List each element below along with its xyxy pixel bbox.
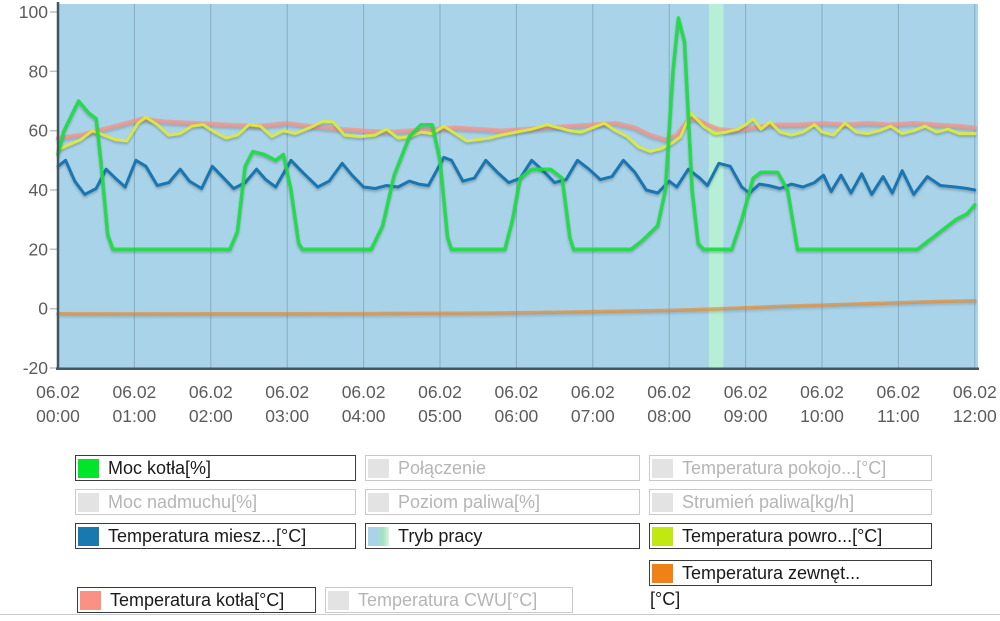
legend-label2-temperatura-zewnetrzna: [°C] — [650, 589, 681, 609]
legend-label-moc-nadmuchu: Moc nadmuchu[%] — [108, 492, 258, 512]
legend-label-poziom-paliwa: Poziom paliwa[%] — [398, 492, 541, 512]
x-tick-date: 06.02 — [265, 382, 309, 402]
series-temperatura-kotla — [55, 116, 978, 142]
legend-column: Moc kotła[%] Moc nadmuchu[%] Temperatura m… — [75, 455, 356, 621]
legend-label-temperatura-powrotu: Temperatura powro...[°C] — [682, 526, 883, 546]
x-tick-time: 06:00 — [495, 406, 539, 426]
legend-swatch-poziom-paliwa — [368, 492, 389, 512]
legend-item-temperatura-zewnetrzna[interactable]: Temperatura zewnęt... [°C] — [649, 560, 932, 609]
y-tick-label: 80 — [29, 61, 49, 81]
legend-swatch-strumien-paliwa — [652, 492, 673, 512]
x-tick-date: 06.02 — [189, 382, 233, 402]
x-tick-date: 06.02 — [953, 382, 997, 402]
legend-label-polaczenie: Połączenie — [398, 458, 487, 478]
x-tick-time: 03:00 — [265, 406, 309, 426]
legend-item-polaczenie[interactable]: Połączenie — [365, 455, 640, 481]
series-temperatura-zewnetrzna — [56, 298, 977, 316]
x-tick-time: 02:00 — [189, 406, 233, 426]
series-moc-kotla — [56, 16, 977, 252]
legend-label-temperatura-pokojowa: Temperatura pokojo...[°C] — [682, 458, 887, 478]
legend-label-temperatura-kotla: Temperatura kotła[°C] — [110, 590, 285, 610]
y-tick-label: 20 — [29, 239, 49, 259]
x-tick-date: 06.02 — [36, 382, 80, 402]
legend-item-strumien-paliwa[interactable]: Strumień paliwa[kg/h] — [649, 489, 932, 515]
x-tick-date: 06.02 — [495, 382, 539, 402]
x-tick-date: 06.02 — [877, 382, 921, 402]
page-bottom-border — [0, 614, 1000, 615]
legend-item-tryb-pracy[interactable]: Tryb pracy — [365, 523, 640, 549]
legend-label-temperatura-zewnetrzna: Temperatura zewnęt... — [682, 563, 861, 583]
x-tick-date: 06.02 — [724, 382, 768, 402]
legend-label-tryb-pracy: Tryb pracy — [398, 526, 483, 546]
x-tick-time: 10:00 — [800, 406, 844, 426]
chart-legend: Moc kotła[%] Moc nadmuchu[%] Temperatura m… — [75, 455, 932, 621]
x-tick-time: 01:00 — [113, 406, 157, 426]
legend-item-temperatura-mieszacza[interactable]: Temperatura miesz...[°C] — [75, 523, 356, 549]
legend-swatch-temperatura-zewnetrzna — [652, 563, 673, 583]
y-tick-label: -20 — [23, 358, 49, 378]
legend-item-temperatura-kotla[interactable]: Temperatura kotła[°C] — [77, 587, 316, 613]
boiler-trend-chart[interactable]: 100806040200-2006.0200:0006.0201:0006.02… — [0, 0, 1000, 440]
x-tick-time: 08:00 — [647, 406, 691, 426]
x-tick-date: 06.02 — [113, 382, 157, 402]
legend-label-temperatura-cwu: Temperatura CWU[°C] — [358, 590, 538, 610]
legend-swatch-temperatura-powrotu — [652, 526, 673, 546]
x-tick-time: 07:00 — [571, 406, 615, 426]
legend-item-temperatura-powrotu[interactable]: Temperatura powro...[°C] — [649, 523, 932, 549]
legend-label-strumien-paliwa: Strumień paliwa[kg/h] — [682, 492, 855, 512]
y-tick-label: 60 — [29, 121, 49, 141]
legend-item-temperatura-pokojowa[interactable]: Temperatura pokojo...[°C] — [649, 455, 932, 481]
legend-item-moc-nadmuchu[interactable]: Moc nadmuchu[%] — [75, 489, 356, 515]
legend-swatch-temperatura-kotla — [80, 590, 101, 610]
legend-swatch-moc-nadmuchu — [78, 492, 99, 512]
legend-item-moc-kotla[interactable]: Moc kotła[%] — [75, 455, 356, 481]
legend-column: Połączenie Poziom paliwa[%] Tryb pracy Temp… — [325, 455, 640, 621]
x-tick-time: 04:00 — [342, 406, 386, 426]
series-temperatura-powrotu — [56, 111, 977, 153]
y-tick-label: 0 — [38, 299, 48, 319]
x-tick-date: 06.02 — [800, 382, 844, 402]
x-axis: 06.02 00:00 06.02 01:00 06.02 02:00 06.02 03:00… — [36, 382, 997, 426]
x-tick-date: 06.02 — [342, 382, 386, 402]
x-tick-date: 06.02 — [418, 382, 462, 402]
x-tick-time: 09:00 — [724, 406, 768, 426]
x-tick-time: 11:00 — [877, 406, 920, 426]
legend-column: Temperatura pokojo...[°C] Strumień paliwa… — [649, 455, 932, 621]
legend-item-temperatura-cwu[interactable]: Temperatura CWU[°C] — [325, 587, 573, 613]
legend-label-temperatura-mieszacza: Temperatura miesz...[°C] — [108, 526, 307, 546]
x-tick-date: 06.02 — [571, 382, 615, 402]
x-tick-time: 05:00 — [418, 406, 462, 426]
legend-swatch-temperatura-cwu — [328, 590, 349, 610]
tryb-pracy-band — [708, 4, 724, 369]
x-tick-time: 00:00 — [36, 406, 80, 426]
y-axis: 100 80 60 40 20 0 -20 — [19, 2, 57, 378]
x-tick-time: 12:00 — [953, 406, 997, 426]
legend-label-moc-kotla: Moc kotła[%] — [108, 458, 212, 478]
legend-swatch-temperatura-mieszacza — [78, 526, 99, 546]
legend-swatch-temperatura-pokojowa — [652, 458, 673, 478]
legend-swatch-moc-kotla — [78, 458, 99, 478]
x-tick-date: 06.02 — [647, 382, 691, 402]
legend-item-poziom-paliwa[interactable]: Poziom paliwa[%] — [365, 489, 640, 515]
legend-swatch-polaczenie — [368, 458, 389, 478]
y-tick-label: 40 — [29, 180, 49, 200]
legend-swatch-tryb-pracy — [368, 526, 389, 546]
y-tick-label: 100 — [19, 2, 48, 22]
